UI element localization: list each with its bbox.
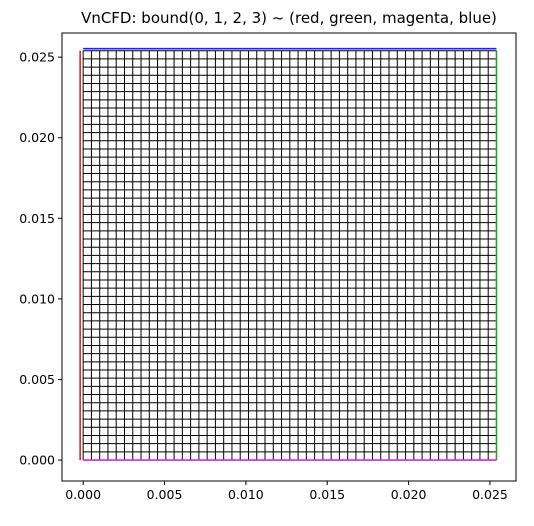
y-tick-label: 0.015 [19,211,55,226]
axes-frame [61,32,517,482]
y-tick-label: 0.010 [19,291,55,306]
x-tick-label: 0.020 [391,487,427,502]
y-tick-label: 0.025 [19,50,55,65]
y-tick-label: 0.020 [19,130,55,145]
x-tick-label: 0.010 [228,487,264,502]
x-tick-label: 0.000 [65,487,101,502]
x-tick-label: 0.005 [147,487,183,502]
chart-title: VnCFD: bound(0, 1, 2, 3) ~ (red, green, … [81,9,497,27]
y-axis-ticks: 0.000 0.005 0.010 0.015 0.020 0.025 [19,50,62,468]
x-axis-ticks: 0.000 0.005 0.010 0.015 0.020 0.025 [65,481,508,502]
y-tick-label: 0.005 [19,372,55,387]
x-tick-label: 0.015 [309,487,345,502]
x-tick-label: 0.025 [472,487,508,502]
boundary-lines [79,47,498,461]
y-tick-label: 0.000 [19,453,55,468]
mesh-grid [82,50,497,461]
